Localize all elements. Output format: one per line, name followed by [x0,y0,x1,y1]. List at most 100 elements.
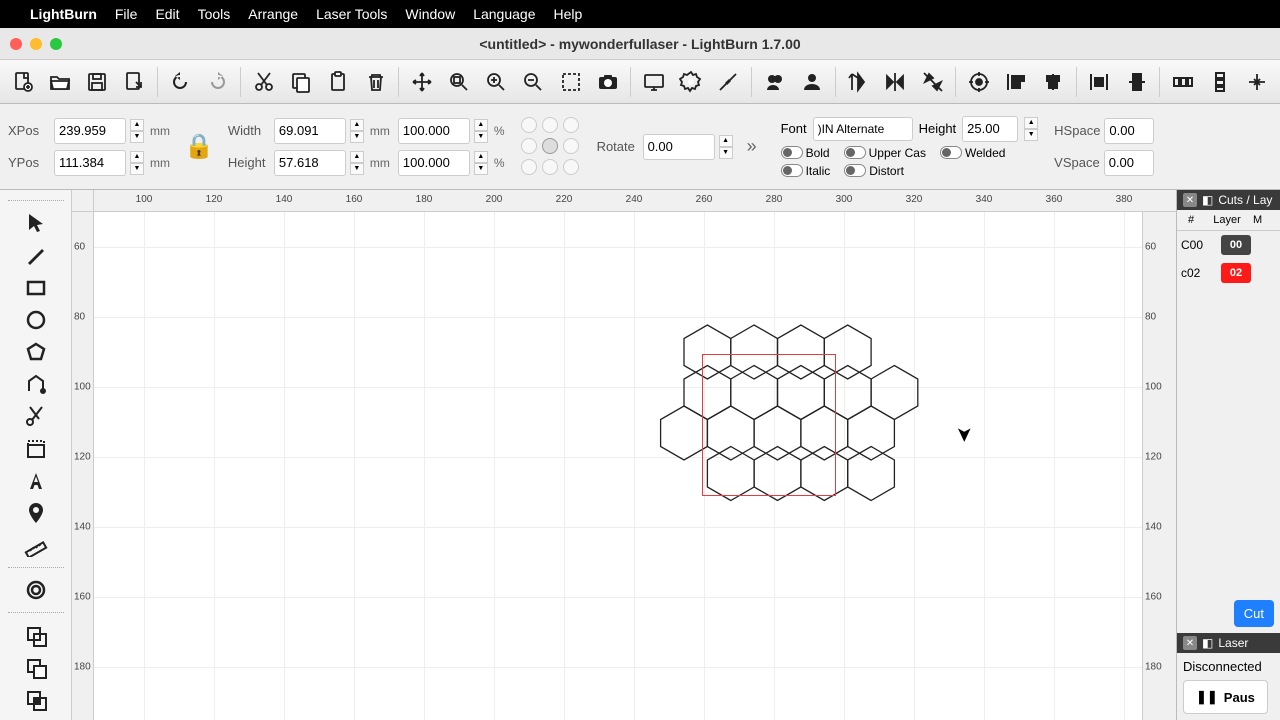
selection-frame-button[interactable] [554,65,587,99]
new-file-button[interactable] [6,65,39,99]
font-height-input[interactable] [962,116,1018,142]
menu-language[interactable]: Language [473,6,535,22]
bold-toggle[interactable]: Bold [781,146,830,160]
close-window-button[interactable] [10,38,22,50]
zoom-out-button[interactable] [517,65,550,99]
pause-button[interactable]: ❚❚ Paus [1183,680,1268,714]
canvas-area[interactable]: 1001201401601802002202402602803003203403… [72,190,1176,720]
xpos-down[interactable]: ▼ [130,131,144,143]
ungroup-button[interactable] [795,65,828,99]
xpos-input[interactable] [54,118,126,144]
rotate-input[interactable] [643,134,715,160]
preview-button[interactable] [637,65,670,99]
minimize-window-button[interactable] [30,38,42,50]
group-button[interactable] [758,65,791,99]
camera-button[interactable] [591,65,624,99]
italic-toggle[interactable]: Italic [781,164,831,178]
distribute-h-button[interactable] [1083,65,1116,99]
ypos-down[interactable]: ▼ [130,163,144,175]
menu-arrange[interactable]: Arrange [248,6,298,22]
align-center-button[interactable] [962,65,995,99]
height-input[interactable] [274,150,346,176]
ruler-h-tick: 100 [136,194,153,205]
vspace-input[interactable] [1104,150,1154,176]
layer-row[interactable]: c0202 [1177,259,1280,287]
anchor-grid[interactable] [521,117,581,177]
cuts-panel-header[interactable]: ✕ ◧ Cuts / Lay [1177,190,1280,210]
width-input[interactable] [274,118,346,144]
mirror-h-button[interactable] [879,65,912,99]
align-left-button[interactable] [999,65,1032,99]
arrange-v-button[interactable] [1203,65,1236,99]
paste-button[interactable] [322,65,355,99]
measure-tool[interactable] [18,531,54,559]
layer-row[interactable]: C0000 [1177,231,1280,259]
app-name[interactable]: LightBurn [30,6,97,22]
hspace-input[interactable] [1104,118,1154,144]
pan-button[interactable] [405,65,438,99]
save-file-button[interactable] [80,65,113,99]
select-tool[interactable] [18,209,54,237]
menu-laser-tools[interactable]: Laser Tools [316,6,387,22]
laser-panel-header[interactable]: ✕ ◧ Laser [1177,633,1280,653]
panel-pin-icon[interactable]: ◧ [1202,193,1213,207]
path-tool[interactable] [18,370,54,398]
text-tool[interactable] [18,467,54,495]
menu-edit[interactable]: Edit [155,6,179,22]
zoom-in-button[interactable] [480,65,513,99]
lock-icon[interactable]: 🔒 [184,132,214,161]
distribute-v-button[interactable] [1120,65,1153,99]
edit-nodes-tool[interactable] [18,402,54,430]
menu-help[interactable]: Help [554,6,583,22]
settings-button[interactable] [675,65,708,99]
upper-toggle[interactable]: Upper Cas [844,146,926,160]
export-button[interactable] [118,65,151,99]
cut-button[interactable] [247,65,280,99]
distort-toggle[interactable]: Distort [844,164,904,178]
align-h-center-button[interactable] [1037,65,1070,99]
font-select[interactable] [813,117,913,141]
laser-pin-icon[interactable]: ◧ [1202,636,1213,650]
undo-button[interactable] [164,65,197,99]
selection-rectangle[interactable] [702,354,836,496]
radial-array-tool[interactable] [18,576,54,604]
ypos-input[interactable] [54,150,126,176]
hexagon-grid[interactable] [94,212,1176,720]
close-laser-icon[interactable]: ✕ [1183,636,1197,650]
col-layer: Layer [1207,214,1247,226]
boolean-intersect-tool[interactable] [18,686,54,714]
rectangle-tool[interactable] [18,273,54,301]
copy-button[interactable] [285,65,318,99]
layer-swatch[interactable]: 00 [1221,235,1251,255]
menu-window[interactable]: Window [405,6,455,22]
device-settings-button[interactable] [712,65,745,99]
redo-button[interactable] [201,65,234,99]
layer-swatch[interactable]: 02 [1221,263,1251,283]
zoom-window-button[interactable] [50,38,62,50]
open-file-button[interactable] [43,65,76,99]
arrange-h-button[interactable] [1166,65,1199,99]
position-tool[interactable] [18,499,54,527]
snap-button[interactable] [1241,65,1274,99]
polygon-tool[interactable] [18,338,54,366]
scale-w-input[interactable] [398,118,470,144]
ellipse-tool[interactable] [18,306,54,334]
line-tool[interactable] [18,241,54,269]
delete-button[interactable] [359,65,392,99]
scale-h-input[interactable] [398,150,470,176]
boolean-union-tool[interactable] [18,621,54,649]
ypos-up[interactable]: ▲ [130,151,144,163]
zoom-frame-button[interactable] [442,65,475,99]
canvas[interactable]: ➤ [94,212,1142,720]
cut-settings-button[interactable]: Cut [1234,600,1274,627]
send-button[interactable] [842,65,875,99]
menu-tools[interactable]: Tools [198,6,231,22]
mirror-v-button[interactable] [916,65,949,99]
xpos-up[interactable]: ▲ [130,119,144,131]
welded-toggle[interactable]: Welded [940,146,1005,160]
expand-icon[interactable]: » [747,136,757,157]
menu-file[interactable]: File [115,6,138,22]
boolean-subtract-tool[interactable] [18,654,54,682]
offset-tool[interactable] [18,434,54,462]
close-panel-icon[interactable]: ✕ [1183,193,1197,207]
